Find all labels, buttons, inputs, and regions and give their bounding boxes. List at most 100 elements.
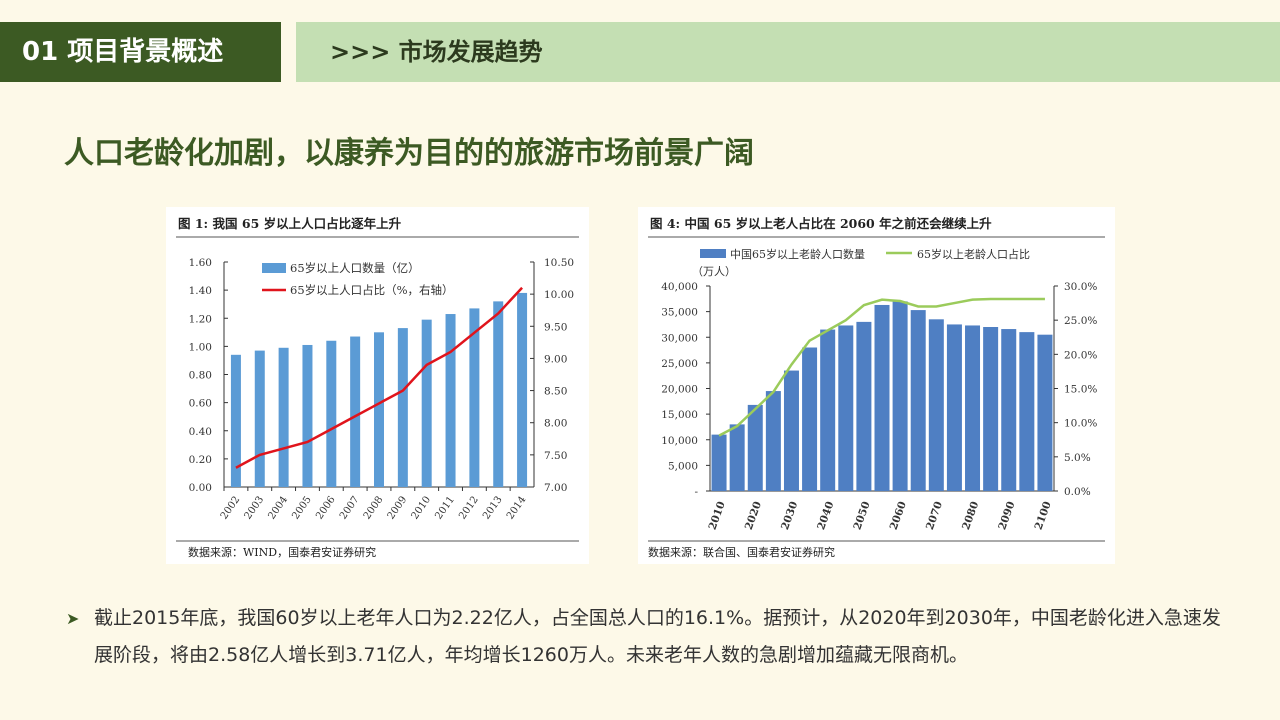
chart-2-xtick-label: 2080 [960,500,981,532]
chart-2-xtick-label: 2010 [707,500,728,532]
chart-1-bar [517,292,528,487]
chart-2-xtick-label: 2050 [851,500,872,532]
chart-1-xtick-label: 2003 [243,494,267,521]
chart-1-legend-line-label: 65岁以上人口占比（%，右轴） [290,283,454,297]
chart-1-xtick-label: 2008 [362,494,386,521]
chart-2-y2tick-label: 20.0% [1064,349,1097,361]
chart-1-bar [469,308,480,487]
chart-1-xtick-label: 2002 [219,494,243,521]
chart-1-xtick-label: 2013 [481,494,505,521]
chart-2-bar [1019,332,1035,491]
chart-1-xtick-label: 2007 [338,494,362,521]
chart-2-bar [965,325,981,491]
chart-1-y2tick-label: 10.00 [544,289,574,301]
chart-2-ytick-label: 15,000 [661,409,698,421]
chart-1-xtick-label: 2004 [266,494,290,521]
chart-1-bar [493,301,504,487]
chart-2-legend-line-label: 65岁以上老龄人口占比 [917,247,1030,261]
chart-1-y2tick-label: 9.50 [544,321,567,333]
chart-2-xtick-label: 2070 [924,500,945,532]
chart-2-legend-bar-swatch [700,249,726,258]
chart-2-bar [729,424,745,491]
chart-1-bar [445,314,456,487]
chart-2-legend-bar-label: 中国65岁以上老龄人口数量 [730,247,865,261]
chart-1-bar [254,350,265,487]
chart-2-bar [783,370,799,491]
chart-2-bar [1037,334,1053,491]
chart-2-y2tick-label: 25.0% [1064,315,1097,327]
chart-1-ytick-label: 0.80 [189,370,212,382]
chart-panel-2: 图 4: 中国 65 岁以上老人占比在 2060 年之前还会继续上升 - 5,000… [638,207,1115,564]
chart-1-xtick-label: 2011 [433,494,457,521]
chart-1-bar [326,340,337,487]
chart-2-y2tick-label: 15.0% [1064,384,1097,396]
chart-2-bar [892,301,908,491]
chart-1-y2tick-label: 9.00 [544,353,567,365]
chart-2-ytick-label: 25,000 [661,358,698,370]
chart-1: 图 1: 我国 65 岁以上人口占比逐年上升 0.00 0.20 0.40 0.60 0.… [176,216,579,559]
chart-1-y2tick-label: 7.00 [544,482,567,494]
chart-1-y2tick-label: 8.50 [544,386,567,398]
chart-2-bar [910,310,926,491]
chart-2-bar [838,325,854,491]
chart-1-line-series [235,286,523,469]
chart-1-ytick-label: 1.00 [189,341,212,353]
chart-2-title: 图 4: 中国 65 岁以上老人占比在 2060 年之前还会继续上升 [650,216,992,231]
chart-2-bar [1001,329,1017,491]
chart-2-ytick-label: - [694,486,698,498]
chart-2-bar [711,434,727,491]
chart-1-ytick-label: 0.40 [189,426,212,438]
chart-2-bar [820,329,836,491]
chart-2-xtick-label: 2040 [815,500,836,532]
arrow-right-icon: ➤ [66,609,80,628]
chart-2-xtick-label: 2060 [888,500,909,532]
chart-2-ytick-label: 10,000 [661,435,698,447]
chart-2-bar [983,327,999,491]
chart-2-y2tick-label: 30.0% [1064,281,1097,293]
chart-2-y2tick-label: 0.0% [1064,486,1091,498]
chart-1-ytick-label: 1.40 [189,285,212,297]
chart-1-ytick-label: 1.60 [189,257,212,269]
chart-2-source: 数据来源：联合国、国泰君安证券研究 [648,545,835,559]
chart-2-bar [874,304,890,491]
chart-1-y2tick-label: 8.00 [544,418,567,430]
chart-1-bar [397,328,408,487]
chart-2-ylabel: （万人） [692,265,736,278]
chart-1-ytick-label: 1.20 [189,313,212,325]
page-headline: 人口老龄化加剧，以康养为目的的旅游市场前景广阔 [64,136,754,171]
chart-1-y2tick-label: 7.50 [544,450,567,462]
chart-2-bar [856,321,872,491]
chart-2-y2tick-label: 5.0% [1064,452,1091,464]
section-title: 01 项目背景概述 [0,22,281,82]
chart-1-legend-bar-label: 65岁以上人口数量（亿） [290,261,420,275]
chart-1-legend-bar-swatch [262,263,286,273]
chart-2-bar [747,404,763,491]
chart-2-ytick-label: 35,000 [661,307,698,319]
chart-1-xtick-label: 2014 [505,494,529,521]
chart-2-xtick-label: 2030 [779,500,800,532]
chart-1-bar [350,336,361,487]
chart-1-bar [278,347,289,487]
chart-1-xtick-label: 2005 [290,494,314,521]
chart-1-bar [230,354,241,487]
chart-1-y2tick-label: 10.50 [544,257,574,269]
chart-1-xtick-label: 2006 [314,494,338,521]
chart-1-ytick-label: 0.00 [189,482,212,494]
chart-1-ytick-label: 0.20 [189,454,212,466]
section-subtitle: >>> 市场发展趋势 [296,22,1280,82]
chart-1-xtick-label: 2009 [386,494,410,521]
chart-2-ytick-label: 30,000 [661,332,698,344]
chart-1-bar [421,319,432,487]
chart-1-xtick-label: 2012 [457,494,481,521]
chart-2-ytick-label: 40,000 [661,281,698,293]
chart-1-title: 图 1: 我国 65 岁以上人口占比逐年上升 [178,216,402,231]
chart-2-line-series [718,297,1045,437]
chart-1-bar [374,332,384,487]
chart-2: 图 4: 中国 65 岁以上老人占比在 2060 年之前还会继续上升 - 5,000… [648,216,1105,559]
chart-2-bar [765,391,781,491]
chart-2-xtick-label: 2020 [743,500,764,532]
chart-2-bar [802,347,818,491]
chart-2-bar [946,324,962,491]
chart-1-bar [302,344,313,487]
chart-panel-1: 图 1: 我国 65 岁以上人口占比逐年上升 0.00 0.20 0.40 0.60 0.… [166,207,589,564]
